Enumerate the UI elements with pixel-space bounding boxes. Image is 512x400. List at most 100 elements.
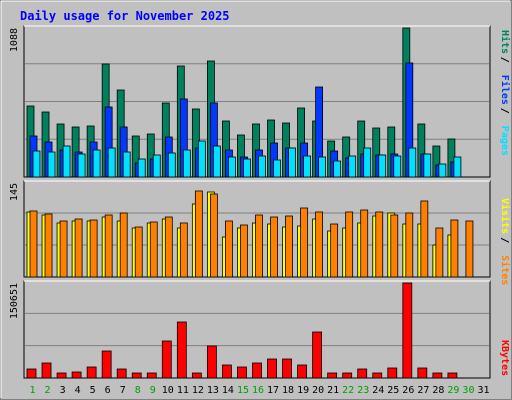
bar-sites-day-undefined [315, 211, 324, 278]
day-label-14: 14 [222, 385, 234, 396]
bar-sites-day-undefined [270, 216, 278, 278]
bar-kbytes-day-undefined [26, 368, 37, 379]
bar-kbytes-day-undefined [342, 372, 353, 379]
panel-3: 150651 KBytes [9, 280, 510, 379]
bar-pages-day-2 [47, 151, 56, 178]
day-label-21: 21 [327, 385, 339, 396]
bar-kbytes-day-undefined [237, 366, 247, 379]
legend-separator: / [499, 237, 510, 243]
bar-kbytes-day-undefined [252, 362, 262, 379]
legend: Visits / Sites [499, 198, 511, 285]
legend-separator: / [499, 57, 510, 63]
day-label-8: 8 [135, 385, 141, 396]
panel-1: 1088 Hits / Files / Pages [9, 25, 511, 178]
bar-pages-day-20 [318, 156, 327, 178]
bar-pages-day-28 [438, 163, 447, 178]
day-label-9: 9 [150, 385, 156, 396]
bar-sites-day-undefined [255, 214, 263, 278]
bar-pages-day-9 [152, 154, 161, 178]
legend-visits: Visits [499, 198, 511, 234]
bar-pages-day-3 [62, 145, 71, 178]
bar-pages-day-27 [423, 153, 432, 178]
bar-pages-day-25 [393, 155, 402, 178]
bar-pages-day-6 [107, 147, 116, 178]
bar-sites-day-undefined [194, 190, 203, 278]
bar-sites-day-undefined [390, 214, 399, 278]
bar-sites-day-undefined [330, 223, 339, 278]
day-label-26: 26 [402, 385, 414, 396]
bar-kbytes-day-undefined [71, 371, 82, 379]
bar-sites-day-undefined [285, 215, 293, 278]
bar-pages-day-13 [212, 145, 221, 178]
day-label-12: 12 [192, 385, 204, 396]
bar-pages-day-1 [32, 150, 41, 178]
bar-kbytes-day-undefined [206, 345, 217, 379]
bar-sites-day-undefined [59, 220, 68, 278]
bar-sites-day-undefined [119, 212, 128, 278]
day-label-29: 29 [447, 385, 459, 396]
bar-pages-day-12 [197, 140, 206, 178]
bar-pages-day-23 [363, 147, 372, 178]
bar-pages-day-4 [77, 153, 86, 178]
bar-sites-day-undefined [345, 211, 354, 278]
bar-kbytes-day-undefined [146, 372, 157, 379]
bar-pages-day-5 [92, 149, 101, 178]
legend: Hits / Files / Pages [499, 30, 511, 156]
bar-pages-day-11 [182, 149, 191, 178]
day-label-7: 7 [120, 385, 126, 396]
day-label-6: 6 [105, 385, 111, 396]
bar-sites-day-undefined [179, 222, 188, 278]
bar-kbytes-day-undefined [101, 350, 112, 379]
day-label-13: 13 [207, 385, 219, 396]
legend-hits: Hits [499, 30, 511, 54]
day-label-17: 17 [267, 385, 279, 396]
bar-pages-day-15 [243, 158, 251, 178]
bar-sites-day-undefined [360, 209, 369, 278]
bar-kbytes-day-undefined [387, 367, 398, 379]
bar-sites-day-undefined [240, 224, 248, 278]
bar-sites-day-undefined [74, 218, 83, 278]
bar-kbytes-day-undefined [161, 340, 172, 379]
bar-sites-day-undefined [89, 219, 98, 278]
day-label-15: 15 [237, 385, 249, 396]
bar-sites-day-undefined [420, 200, 429, 278]
bar-kbytes-day-undefined [191, 372, 202, 379]
legend-pages: Pages [499, 126, 510, 156]
bar-pages-day-21 [333, 160, 342, 178]
bar-sites-day-undefined [300, 207, 308, 278]
bar-kbytes-day-undefined [447, 372, 458, 379]
day-label-31: 31 [477, 385, 489, 396]
day-label-19: 19 [297, 385, 309, 396]
bar-kbytes-day-undefined [267, 358, 277, 379]
bar-sites-day-undefined [44, 213, 53, 278]
bar-pages-day-17 [273, 159, 281, 178]
bar-kbytes-day-undefined [86, 366, 97, 379]
bar-kbytes-day-undefined [116, 368, 127, 379]
bar-kbytes-day-undefined [417, 367, 428, 379]
panel-2: 145 Visits / Sites [9, 180, 511, 285]
day-label-18: 18 [282, 385, 294, 396]
bar-pages-day-18 [288, 147, 296, 178]
legend-separator: / [499, 108, 510, 114]
bar-kbytes-day-undefined [176, 321, 187, 379]
bar-kbytes-day-undefined [222, 364, 232, 379]
bar-pages-day-29 [453, 156, 462, 178]
day-label-27: 27 [417, 385, 429, 396]
bar-sites-day-undefined [435, 227, 444, 278]
bar-pages-day-24 [378, 154, 387, 178]
day-label-1: 1 [30, 385, 36, 396]
y-axis-max-label: 1088 [9, 28, 20, 52]
bar-sites-day-undefined [465, 220, 474, 278]
bar-sites-day-undefined [134, 226, 143, 278]
bar-sites-day-undefined [375, 211, 384, 278]
chart-title: Daily usage for November 2025 [20, 9, 230, 23]
bar-kbytes-day-undefined [297, 364, 307, 379]
bar-kbytes-day-undefined [56, 372, 67, 379]
bar-sites-day-undefined [164, 216, 173, 278]
legend-kbytes: KBytes [499, 340, 510, 376]
bar-sites-day-undefined [225, 220, 233, 278]
bar-pages-day-10 [167, 152, 176, 178]
bar-sites-day-undefined [405, 212, 414, 278]
